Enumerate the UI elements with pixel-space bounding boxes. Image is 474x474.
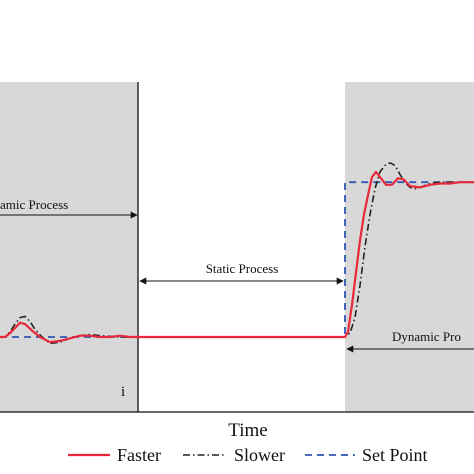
shaded-regions: [0, 82, 474, 412]
shaded-region-0: [0, 82, 138, 412]
x-axis-label: Time: [228, 420, 267, 441]
annotation-left-dynamic: amic Process: [0, 197, 68, 212]
shaded-region-1: [345, 82, 474, 412]
legend-label-faster: Faster: [117, 445, 161, 465]
legend: Faster Slower Set Point: [68, 445, 428, 465]
annotation-static: Static Process: [206, 261, 279, 276]
legend-label-setpoint: Set Point: [362, 445, 428, 465]
annotation-right-dynamic: Dynamic Pro: [392, 329, 461, 344]
series-lines: [0, 162, 474, 345]
series-line-faster: [0, 170, 474, 344]
legend-label-slower: Slower: [234, 445, 285, 465]
y-edge-label: i: [121, 384, 125, 400]
